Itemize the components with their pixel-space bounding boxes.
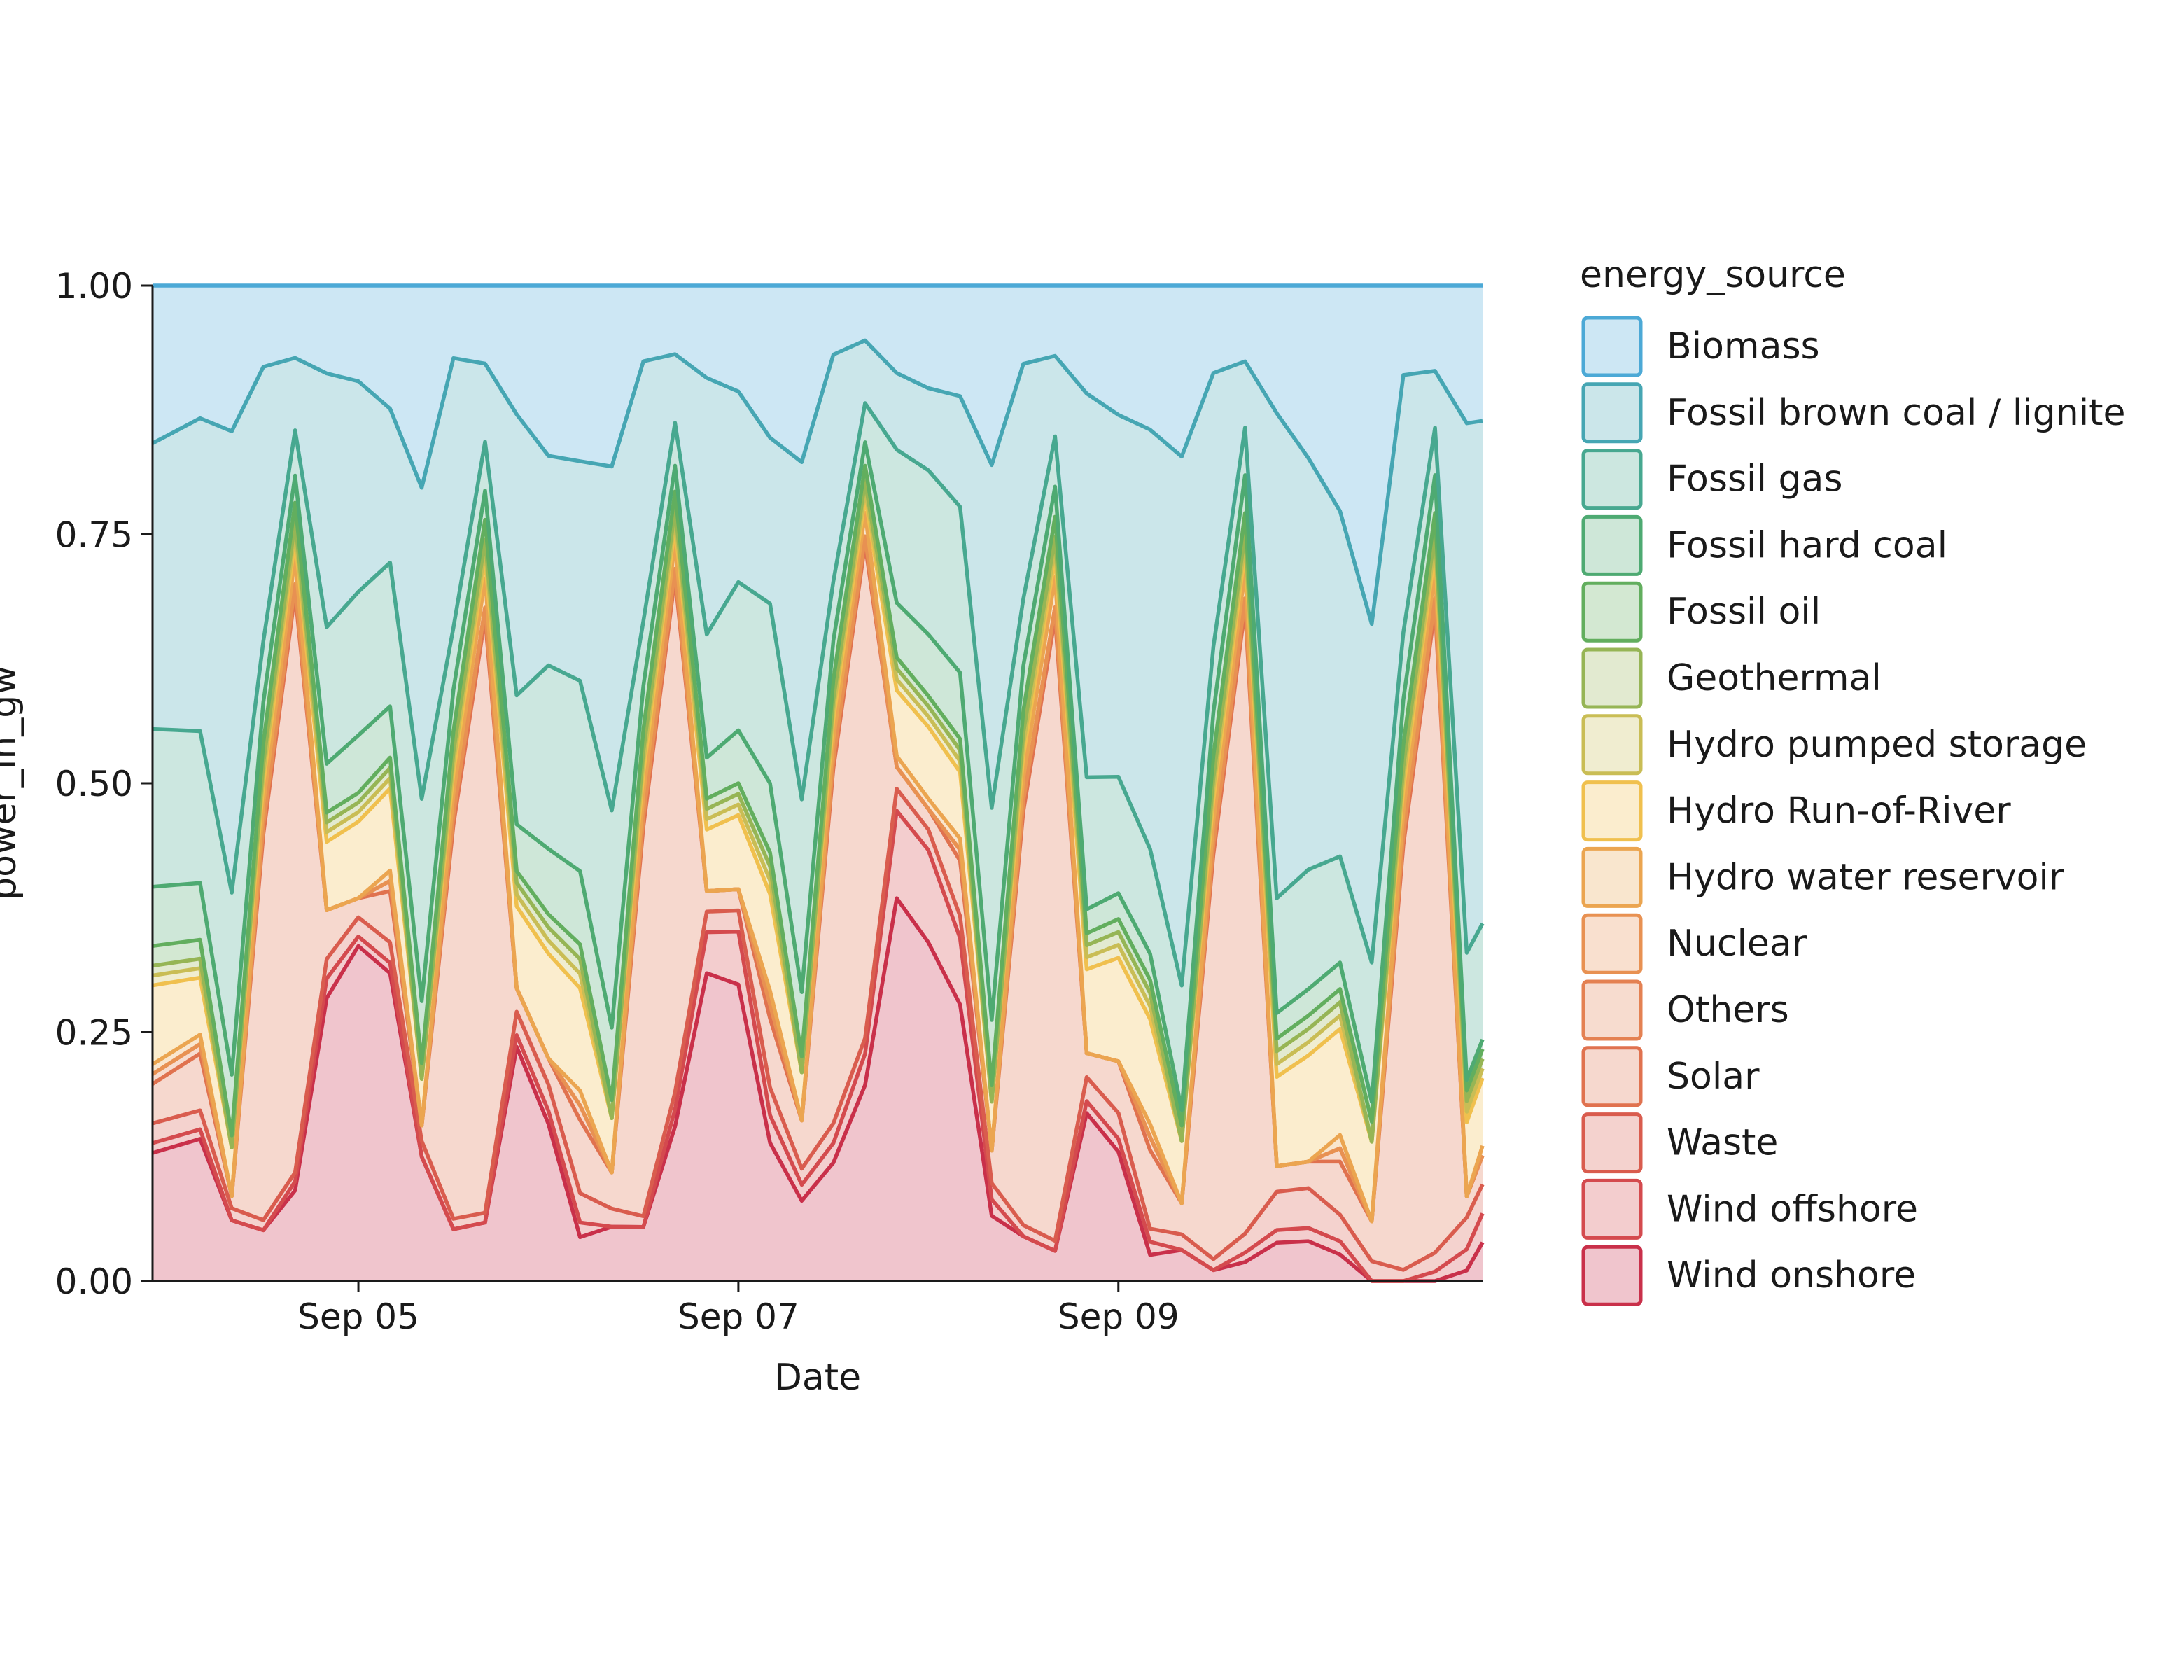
legend-swatch <box>1581 1112 1643 1174</box>
area-layers <box>151 284 1485 1283</box>
y-tick-label: 1.00 <box>55 266 133 307</box>
legend-label: Geothermal <box>1667 657 1882 699</box>
y-tick-label: 0.25 <box>55 1013 133 1054</box>
legend-swatch <box>1581 514 1643 576</box>
legend-swatch <box>1581 316 1643 377</box>
legend-swatch <box>1581 581 1643 643</box>
legend-swatch <box>1581 780 1643 842</box>
area-fossil-gas <box>153 403 1483 1110</box>
y-tick-label: 0.50 <box>55 764 133 804</box>
x-tick-label: Sep 05 <box>298 1296 419 1337</box>
legend-label: Biomass <box>1667 326 1820 368</box>
legend-label: Wind offshore <box>1667 1188 1918 1230</box>
x-tick-label: Sep 09 <box>1058 1296 1180 1337</box>
legend-label: Others <box>1667 989 1789 1031</box>
line-fossil-hard-coal <box>152 440 1485 1112</box>
axes: 0.00 0.25 0.50 0.75 1.00 Sep 05 Sep 07 Sep 09 <box>55 266 1483 1337</box>
area-fossil-brown-coal-lignite <box>153 340 1483 986</box>
legend-label: Fossil gas <box>1667 458 1842 500</box>
legend-label: Hydro Run-of-River <box>1667 790 2011 832</box>
line-wind-offshore <box>152 808 1485 1283</box>
legend-label: Hydro water reservoir <box>1667 856 2064 898</box>
legend-swatch <box>1581 449 1643 510</box>
legend-label: Waste <box>1667 1122 1778 1164</box>
area-hydro-run-of-river <box>153 497 1483 1222</box>
legend-swatch <box>1581 1046 1643 1107</box>
legend-swatch <box>1581 1245 1643 1306</box>
line-fossil-brown-coal-lignite <box>151 338 1483 626</box>
legend-swatch <box>1581 846 1643 908</box>
line-fossil-oil <box>152 463 1485 1138</box>
area-solar <box>153 544 1483 1270</box>
legend-swatch <box>1581 648 1643 709</box>
legend: energy_source Biomass Fossil brown coal /… <box>1580 254 2126 1306</box>
legend-swatch <box>1581 913 1643 974</box>
legend-label: Fossil oil <box>1667 591 1821 633</box>
legend-label: Nuclear <box>1667 923 1807 965</box>
x-tick-label: Sep 07 <box>678 1296 799 1337</box>
legend-label: Fossil hard coal <box>1667 524 1947 566</box>
line-fossil-gas <box>152 401 1485 988</box>
legend-swatch <box>1581 1178 1643 1240</box>
legend-label: Hydro pumped storage <box>1667 724 2087 766</box>
legend-swatch <box>1581 979 1643 1041</box>
y-axis-label: power_in_gw <box>0 665 24 900</box>
area-biomass <box>153 286 1483 624</box>
y-tick-label: 0.75 <box>55 515 133 556</box>
line-waste <box>152 787 1485 1272</box>
legend-swatch <box>1581 714 1643 776</box>
x-axis-label: Date <box>774 1357 861 1399</box>
area-wind-onshore <box>153 898 1483 1281</box>
legend-swatch <box>1581 382 1643 444</box>
y-tick-label: 0.00 <box>55 1261 133 1302</box>
legend-title: energy_source <box>1580 254 1846 296</box>
legend-label: Fossil brown coal / lignite <box>1667 392 2126 434</box>
legend-label: Wind onshore <box>1667 1254 1916 1296</box>
legend-label: Solar <box>1667 1056 1760 1098</box>
